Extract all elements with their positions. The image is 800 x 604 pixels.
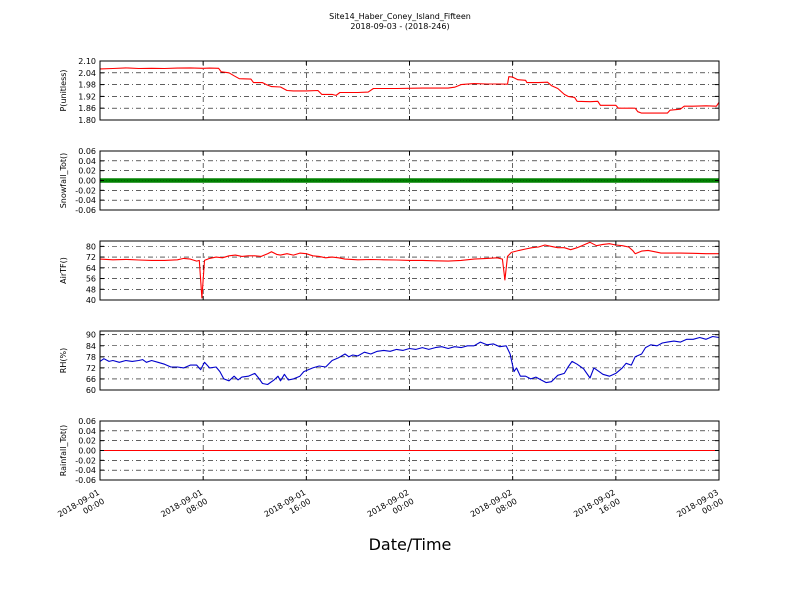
y-tick-label: 0.06 bbox=[78, 417, 96, 426]
y-tick-label: 2.10 bbox=[78, 57, 96, 66]
y-tick-label: -0.04 bbox=[75, 196, 96, 205]
x-tick-label: 2018-09-0200:00 bbox=[366, 488, 416, 528]
y-tick-label: -0.06 bbox=[75, 206, 96, 215]
y-tick-label: 0.00 bbox=[78, 447, 96, 456]
y-tick-label: -0.04 bbox=[75, 466, 96, 475]
y-tick-label: 0.06 bbox=[78, 147, 96, 156]
y-axis-label: AirTF() bbox=[59, 257, 68, 284]
y-tick-label: 2.04 bbox=[78, 69, 96, 78]
series-line bbox=[99, 241, 719, 299]
x-tick-label: 2018-09-0108:00 bbox=[159, 488, 209, 528]
y-tick-label: 90 bbox=[86, 331, 96, 340]
y-tick-label: 72 bbox=[86, 253, 96, 262]
x-tick-label: 2018-09-0100:00 bbox=[56, 488, 106, 528]
x-tick-label: 2018-09-0216:00 bbox=[572, 488, 622, 528]
y-tick-label: 0.02 bbox=[78, 437, 96, 446]
y-axis-label: Rainfall_Tot() bbox=[59, 425, 68, 477]
y-axis-label: P(unitless) bbox=[59, 69, 68, 111]
panels-layer: 1.80 1.86 1.92 1.98 2.04 2.10 P(unitless) -0.06… bbox=[56, 57, 725, 528]
y-tick-label: 64 bbox=[86, 264, 96, 273]
y-axis-label: Snowfall_Tot() bbox=[59, 153, 68, 209]
y-tick-label: -0.02 bbox=[75, 456, 96, 465]
y-tick-label: 0.04 bbox=[78, 427, 96, 436]
chart-title: Site14_Haber_Coney_Island_Fifteen bbox=[329, 12, 471, 21]
y-tick-label: 78 bbox=[86, 353, 96, 362]
y-tick-label: 0.00 bbox=[78, 177, 96, 186]
panel-2: -0.06-0.04-0.020.000.020.040.06 Snowfall_… bbox=[59, 147, 720, 215]
chart-subtitle: 2018-09-03 - (2018-246) bbox=[350, 22, 449, 31]
y-tick-label: 1.92 bbox=[78, 92, 96, 101]
panel-5: -0.06-0.04-0.020.000.020.040.06 Rainfall_… bbox=[59, 417, 720, 485]
y-tick-label: 84 bbox=[86, 342, 96, 351]
y-tick-label: 0.04 bbox=[78, 157, 96, 166]
y-tick-label: -0.02 bbox=[75, 186, 96, 195]
y-tick-label: 72 bbox=[86, 364, 96, 373]
series-line bbox=[99, 67, 720, 114]
x-axis-label: Date/Time bbox=[369, 535, 452, 554]
y-axis-label: RH(%) bbox=[59, 348, 68, 373]
y-tick-label: 1.80 bbox=[78, 116, 96, 125]
y-tick-label: 1.86 bbox=[78, 104, 96, 113]
y-tick-label: 56 bbox=[86, 275, 96, 284]
y-tick-label: 66 bbox=[86, 375, 96, 384]
panel-4: 60 66 72 78 84 90 RH(%) bbox=[59, 330, 720, 395]
y-tick-label: -0.06 bbox=[75, 476, 96, 485]
panel-1: 1.80 1.86 1.92 1.98 2.04 2.10 P(unitless) bbox=[59, 57, 720, 125]
x-tick-label: 2018-09-0300:00 bbox=[675, 488, 725, 528]
x-tick-label: 2018-09-0116:00 bbox=[263, 488, 313, 528]
y-tick-label: 48 bbox=[86, 285, 96, 294]
x-tick-label: 2018-09-0208:00 bbox=[469, 488, 519, 528]
y-tick-label: 1.98 bbox=[78, 81, 96, 90]
y-tick-label: 60 bbox=[86, 386, 96, 395]
y-tick-label: 0.02 bbox=[78, 167, 96, 176]
series-line bbox=[99, 335, 720, 386]
y-tick-label: 40 bbox=[86, 296, 96, 305]
y-tick-label: 80 bbox=[86, 242, 96, 251]
